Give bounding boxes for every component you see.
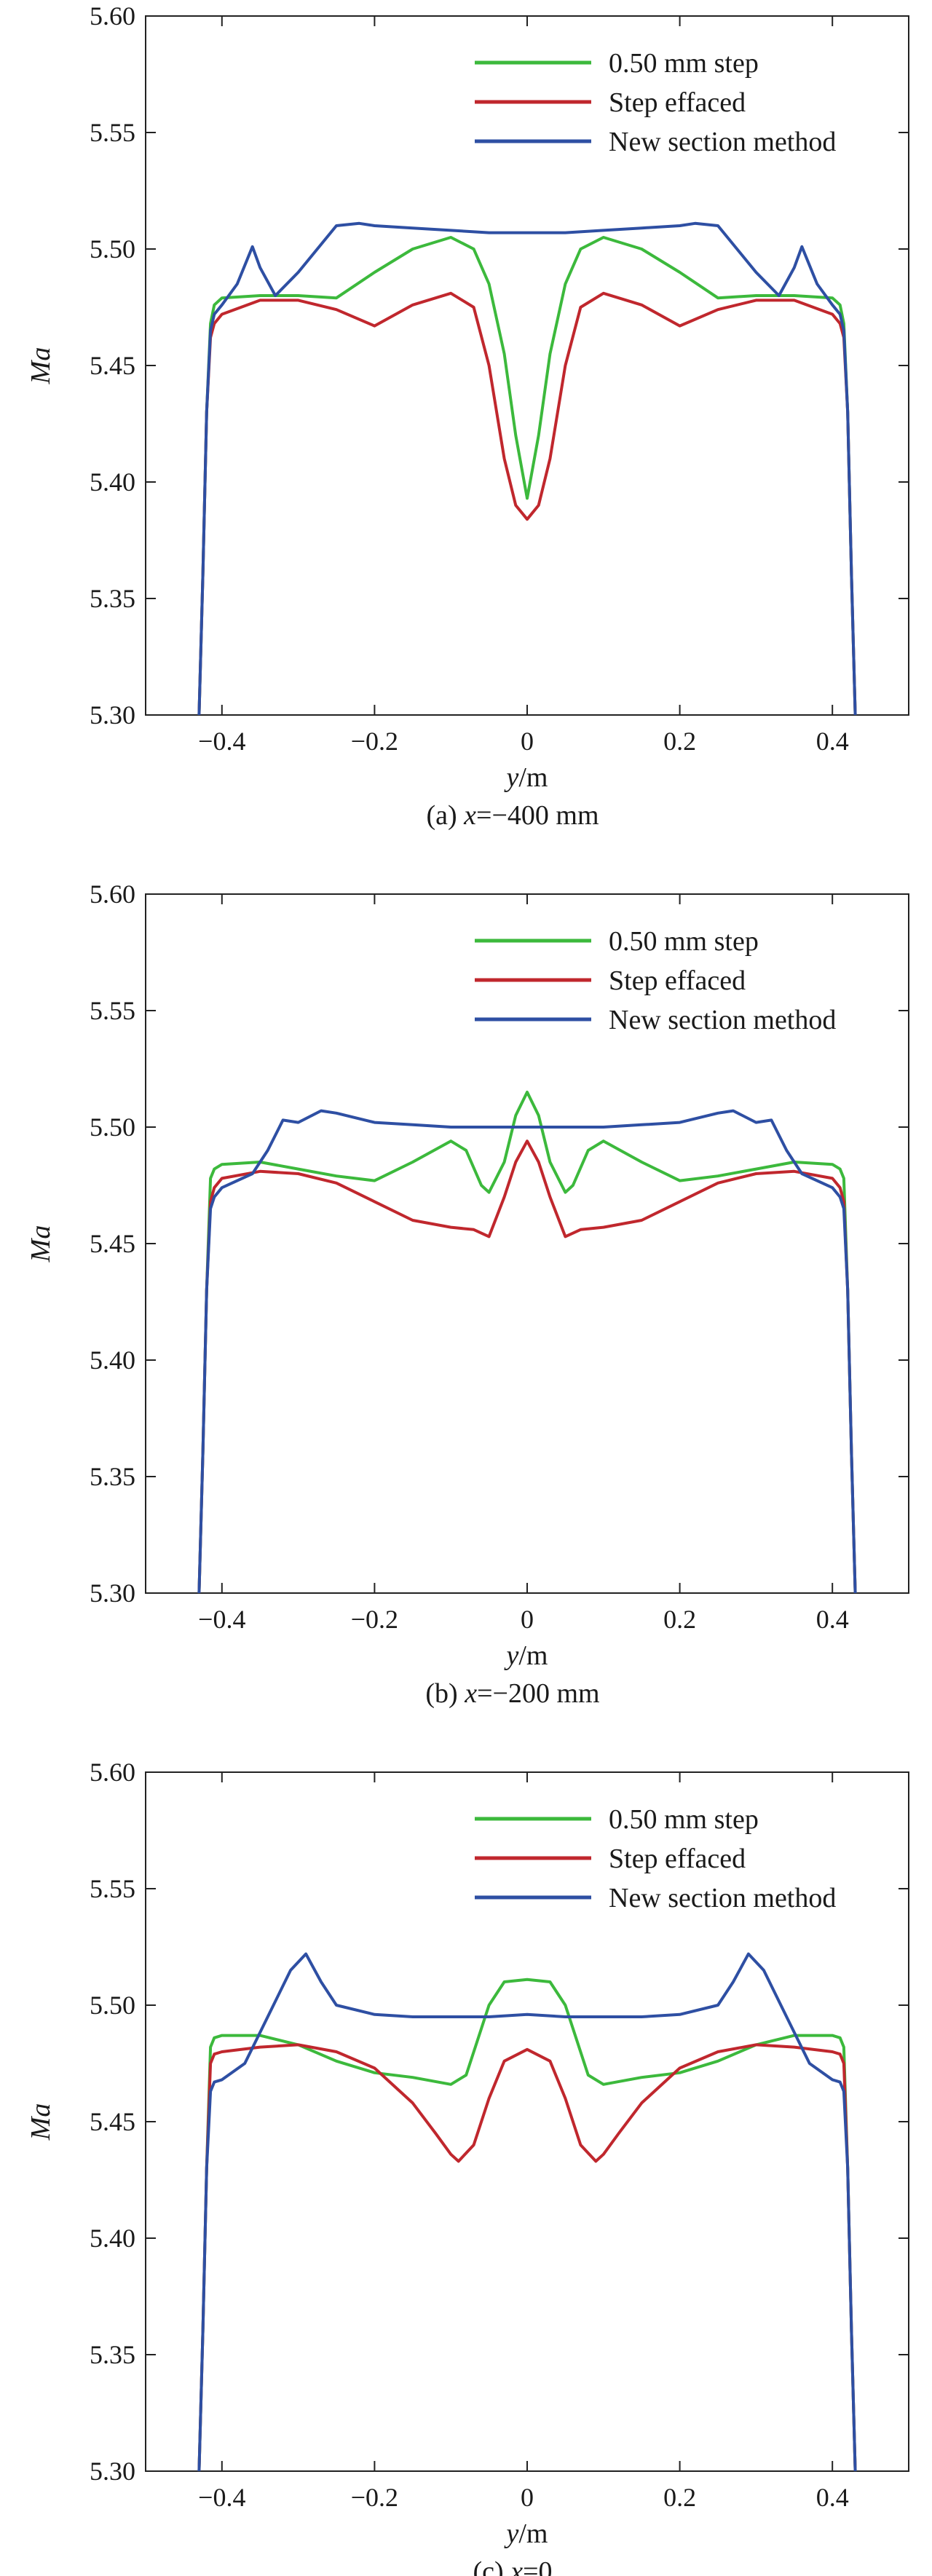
chart-panel-0: 5.30 5.35 5.40 5.45 5.50 5.55 5.60 −0.4 −0.2 0 0.2… — [25, 1, 909, 831]
y-tick-label: 5.45 — [90, 351, 135, 380]
x-tick-label: 0 — [521, 2483, 534, 2512]
chart-panel-2: 5.30 5.35 5.40 5.45 5.50 5.55 5.60 −0.4 −0.2 0 0.2… — [25, 1758, 909, 2576]
x-tick-label: −0.4 — [198, 727, 245, 756]
panel-caption-prefix: (a) — [426, 800, 464, 831]
series-line-2 — [197, 1109, 857, 1593]
y-tick-label: 5.60 — [90, 1, 135, 31]
x-axis-label-unit: /m — [518, 2518, 548, 2549]
panel-caption-variable: x — [464, 1678, 477, 1709]
series-line-0 — [197, 236, 857, 715]
x-axis-label-variable: y — [504, 762, 519, 793]
chart-panel-1: 5.30 5.35 5.40 5.45 5.50 5.55 5.60 −0.4 −0.2 0 0.2… — [25, 880, 909, 1709]
x-tick-label: 0 — [521, 1605, 534, 1634]
y-axis-label: Ma — [25, 2103, 56, 2141]
legend-label-1: Step effaced — [609, 965, 746, 996]
panel-caption-prefix: (b) — [425, 1678, 465, 1709]
x-axis-label-variable: y — [504, 1640, 519, 1671]
panel-caption: (c) x=0 — [473, 2556, 553, 2576]
legend-label-0: 0.50 mm step — [609, 926, 759, 957]
legend-label-2: New section method — [609, 1005, 836, 1035]
x-tick-label: 0.2 — [663, 1605, 696, 1634]
legend-label-1: Step effaced — [609, 1844, 746, 1874]
x-tick-label: −0.2 — [351, 1605, 398, 1634]
y-tick-label: 5.40 — [90, 467, 135, 497]
y-tick-label: 5.55 — [90, 118, 135, 147]
x-axis-label-unit: /m — [518, 1640, 548, 1671]
x-tick-label: −0.4 — [198, 1605, 245, 1634]
y-tick-label: 5.50 — [90, 234, 135, 264]
y-tick-label: 5.35 — [90, 1462, 135, 1491]
series-line-2 — [197, 1952, 857, 2471]
legend: 0.50 mm step Step effaced New section meth… — [475, 48, 836, 157]
y-axis-label: Ma — [25, 1225, 56, 1263]
legend: 0.50 mm step Step effaced New section meth… — [475, 926, 836, 1035]
y-tick-label: 5.35 — [90, 2340, 135, 2369]
series-line-1 — [197, 291, 857, 715]
x-tick-label: 0.2 — [663, 727, 696, 756]
x-tick-label: 0.4 — [816, 1605, 849, 1634]
y-tick-label: 5.45 — [90, 2107, 135, 2136]
y-tick-label: 5.30 — [90, 700, 135, 730]
panel-caption-prefix: (c) — [473, 2556, 511, 2576]
legend-label-0: 0.50 mm step — [609, 1804, 759, 1835]
y-tick-label: 5.30 — [90, 1579, 135, 1608]
x-tick-label: 0.2 — [663, 2483, 696, 2512]
series-line-1 — [197, 2043, 857, 2471]
x-tick-label: 0 — [521, 727, 534, 756]
plot-frame — [145, 15, 909, 716]
x-tick-label: −0.2 — [351, 727, 398, 756]
x-tick-label: 0.4 — [816, 2483, 849, 2512]
panel-caption-rest: =−400 mm — [476, 800, 599, 831]
y-tick-label: 5.30 — [90, 2457, 135, 2486]
y-tick-label: 5.55 — [90, 1874, 135, 1903]
x-axis-label-unit: /m — [518, 762, 548, 793]
legend-label-1: Step effaced — [609, 87, 746, 118]
plot-frame — [145, 1771, 909, 2472]
y-tick-label: 5.40 — [90, 2224, 135, 2253]
panel-caption-variable: x — [510, 2556, 523, 2576]
series-line-0 — [197, 1978, 857, 2471]
series-line-0 — [197, 1091, 857, 1593]
legend: 0.50 mm step Step effaced New section meth… — [475, 1804, 836, 1913]
plot-frame — [145, 893, 909, 1594]
x-axis-label: y/m — [504, 1640, 548, 1671]
y-tick-label: 5.60 — [90, 1758, 135, 1787]
series-line-1 — [197, 1139, 857, 1593]
y-tick-label: 5.50 — [90, 1113, 135, 1142]
x-axis-label: y/m — [504, 2518, 548, 2549]
panel-caption: (b) x=−200 mm — [425, 1678, 599, 1709]
panel-caption-variable: x — [463, 800, 476, 831]
x-tick-label: −0.2 — [351, 2483, 398, 2512]
x-axis-label: y/m — [504, 762, 548, 793]
x-tick-label: −0.4 — [198, 2483, 245, 2512]
y-tick-label: 5.40 — [90, 1346, 135, 1375]
series-group — [197, 221, 857, 715]
y-tick-label: 5.60 — [90, 880, 135, 909]
legend-label-2: New section method — [609, 127, 836, 157]
x-tick-label: 0.4 — [816, 727, 849, 756]
legend-label-0: 0.50 mm step — [609, 48, 759, 79]
panel-caption-rest: =0 — [523, 2556, 552, 2576]
panel-caption-rest: =−200 mm — [477, 1678, 599, 1709]
y-tick-label: 5.50 — [90, 1991, 135, 2020]
series-group — [197, 1091, 857, 1593]
panel-caption: (a) x=−400 mm — [426, 800, 599, 831]
x-axis-label-variable: y — [504, 2518, 519, 2549]
y-axis-label: Ma — [25, 347, 56, 385]
y-tick-label: 5.45 — [90, 1229, 135, 1258]
y-tick-label: 5.55 — [90, 996, 135, 1025]
series-line-2 — [197, 221, 857, 715]
series-group — [197, 1952, 857, 2471]
y-tick-label: 5.35 — [90, 584, 135, 613]
legend-label-2: New section method — [609, 1883, 836, 1913]
